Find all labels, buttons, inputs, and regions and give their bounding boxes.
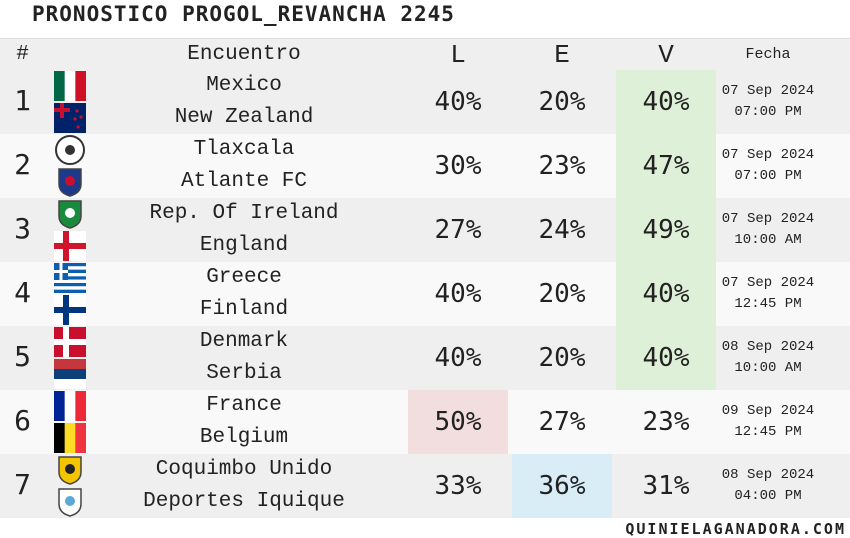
percent-l: 40% [434, 279, 482, 309]
match-date: 07 Sep 2024 [721, 147, 815, 163]
percent-v: 31% [642, 471, 690, 501]
column-header: Encuentro [187, 43, 301, 66]
percent-e: 24% [538, 215, 586, 245]
highlight-cell [616, 134, 716, 198]
percent-e: 23% [538, 151, 586, 181]
percent-v: 40% [642, 343, 690, 373]
flag-icon [54, 295, 86, 325]
table-row: 2 Tlaxcala Atlante FC 30% 23% 47% 07 Sep 2024 0… [0, 134, 850, 198]
home-team: France [206, 394, 282, 417]
match-date: 07 Sep 2024 [721, 275, 815, 291]
percent-v: 47% [642, 151, 690, 181]
percent-v: 40% [642, 87, 690, 117]
flag-icon [54, 231, 86, 261]
match-time: 10:00 AM [734, 232, 802, 248]
flag-icon [58, 456, 82, 485]
percent-l: 40% [434, 343, 482, 373]
flag-icon [54, 103, 86, 133]
flag-icon [54, 71, 86, 101]
home-team: Denmark [199, 330, 289, 353]
header-row [0, 38, 850, 71]
row-number: 1 [14, 84, 31, 117]
match-date: 08 Sep 2024 [721, 339, 815, 355]
table-row: 5 Denmark Serbia 40% 20% 40% 08 Sep 2024 10:00 … [0, 326, 850, 390]
match-time: 12:45 PM [734, 424, 802, 440]
away-team: Belgium [199, 426, 289, 449]
percent-e: 27% [538, 407, 586, 437]
match-date: 07 Sep 2024 [721, 211, 815, 227]
match-time: 07:00 PM [734, 168, 802, 184]
column-header: E [554, 40, 570, 70]
percent-e: 36% [538, 471, 586, 501]
home-team: Tlaxcala [193, 138, 295, 161]
highlight-cell [616, 70, 716, 134]
percent-l: 27% [434, 215, 482, 245]
percent-l: 40% [434, 87, 482, 117]
flag-icon [54, 263, 86, 293]
flag-icon [54, 359, 86, 389]
percent-e: 20% [538, 343, 586, 373]
row-number: 6 [14, 404, 31, 437]
title: PRONOSTICO PROGOL_REVANCHA 2245 [32, 2, 455, 26]
match-time: 07:00 PM [734, 104, 802, 120]
match-time: 12:45 PM [734, 296, 802, 312]
match-date: 09 Sep 2024 [721, 403, 815, 419]
percent-l: 33% [434, 471, 482, 501]
flag-icon [58, 168, 82, 197]
match-date: 07 Sep 2024 [721, 83, 815, 99]
column-header: Fecha [745, 46, 791, 63]
away-team: Finland [199, 298, 289, 321]
home-team: Rep. Of Ireland [149, 202, 339, 225]
match-date: 08 Sep 2024 [721, 467, 815, 483]
percent-v: 40% [642, 279, 690, 309]
highlight-cell [408, 390, 508, 454]
match-time: 04:00 PM [734, 488, 802, 504]
row-number: 5 [14, 340, 31, 373]
away-team: England [199, 234, 289, 257]
percent-l: 50% [434, 407, 482, 437]
row-number: 4 [14, 276, 31, 309]
highlight-cell [616, 326, 716, 390]
table-row: 1 Mexico New Zealand 40% 20% 40% 07 Sep 2024 07… [0, 70, 850, 134]
away-team: Deportes Iquique [143, 490, 345, 513]
highlight-cell [512, 454, 612, 518]
column-header: # [16, 43, 29, 66]
flag-icon [54, 391, 86, 421]
column-header: V [658, 40, 674, 70]
flag-icon [54, 423, 86, 453]
percent-l: 30% [434, 151, 482, 181]
home-team: Greece [206, 266, 282, 289]
away-team: New Zealand [174, 106, 314, 129]
flag-icon [54, 327, 86, 357]
flag-icon [55, 135, 85, 165]
away-team: Serbia [206, 362, 282, 385]
flag-icon [58, 488, 82, 517]
highlight-cell [616, 198, 716, 262]
flag-icon [58, 200, 82, 229]
percent-v: 49% [642, 215, 690, 245]
column-header: L [450, 40, 466, 70]
row-number: 3 [14, 212, 31, 245]
footer-site: quinielaganadora.com [625, 520, 846, 538]
percent-v: 23% [642, 407, 690, 437]
highlight-cell [616, 262, 716, 326]
match-time: 10:00 AM [734, 360, 802, 376]
percent-e: 20% [538, 279, 586, 309]
table-row: 4 Greece Finland 40% 20% 40% 07 Sep 2024 12:45 … [0, 262, 850, 326]
table-row: 3 Rep. Of Ireland England 27% 24% 49% 07 Sep 2… [0, 198, 850, 262]
table-row: 6 France Belgium 50% 27% 23% 09 Sep 2024 12:45 … [0, 390, 850, 454]
row-number: 2 [14, 148, 31, 181]
row-number: 7 [14, 468, 31, 501]
table-row: 7 Coquimbo Unido Deportes Iquique 33% 36% 31%… [0, 454, 850, 518]
away-team: Atlante FC [180, 170, 308, 193]
percent-e: 20% [538, 87, 586, 117]
home-team: Mexico [206, 74, 282, 97]
home-team: Coquimbo Unido [155, 458, 333, 481]
